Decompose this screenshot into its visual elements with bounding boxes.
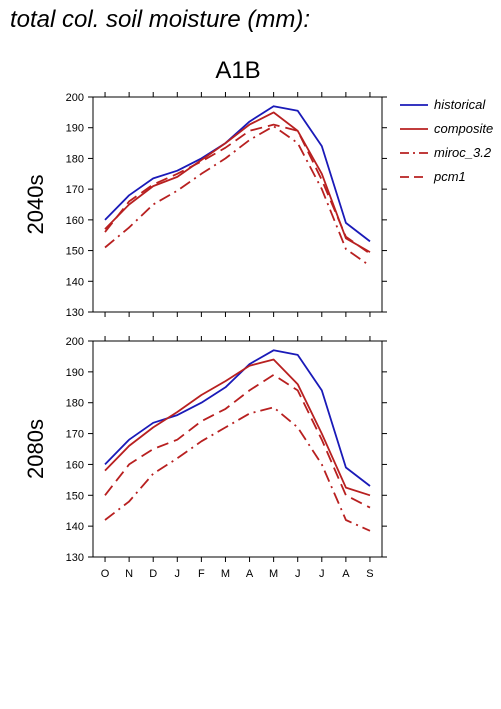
legend: historical composite miroc_3.2 pcm1 bbox=[400, 97, 493, 184]
y-tick-label: 130 bbox=[66, 307, 84, 319]
series-line-pcm1 bbox=[104, 373, 371, 509]
y-tick-label: 200 bbox=[66, 92, 84, 104]
series-line-pcm1 bbox=[104, 123, 371, 255]
y-tick-label: 170 bbox=[66, 429, 84, 441]
x-tick-label: A bbox=[246, 568, 254, 580]
x-tick-label: N bbox=[125, 568, 133, 580]
y-tick-label: 160 bbox=[66, 215, 84, 227]
plot-frame bbox=[92, 96, 383, 313]
legend-label: miroc_3.2 bbox=[434, 145, 492, 160]
scenario-title: A1B bbox=[215, 57, 261, 84]
y-tick-label: 140 bbox=[66, 521, 84, 533]
series-line-composite bbox=[104, 358, 371, 497]
panel-2040s: 130 140 150 160 170 180 190 200 2040s bbox=[23, 92, 387, 319]
y-tick-label: 150 bbox=[66, 246, 84, 258]
y-tick-label: 170 bbox=[66, 184, 84, 196]
x-tick-label: A bbox=[342, 568, 350, 580]
series-line-composite bbox=[104, 111, 371, 253]
y-tick-label: 160 bbox=[66, 459, 84, 471]
series-line-miroc-3-2 bbox=[104, 406, 371, 532]
x-tick-label: J bbox=[175, 568, 181, 580]
legend-label: historical bbox=[434, 97, 486, 112]
panel-label: 2040s bbox=[23, 175, 48, 235]
y-tick-label: 180 bbox=[66, 153, 84, 165]
series-line-miroc-3-2 bbox=[104, 125, 371, 267]
y-tick-label: 130 bbox=[66, 552, 84, 564]
x-tick-label: J bbox=[319, 568, 325, 580]
plot-frame bbox=[92, 340, 383, 558]
x-tick-label: F bbox=[198, 568, 205, 580]
x-tick-label: M bbox=[221, 568, 230, 580]
legend-label: composite bbox=[434, 121, 493, 136]
series-line-historical bbox=[104, 105, 371, 243]
x-tick-label: J bbox=[295, 568, 301, 580]
y-tick-label: 150 bbox=[66, 490, 84, 502]
y-tick-label: 140 bbox=[66, 276, 84, 288]
y-tick-label: 190 bbox=[66, 367, 84, 379]
page-title: total col. soil moisture (mm): bbox=[10, 6, 311, 33]
panel-2080s: 130 140 150 160 170 180 190 200 O N D J F M A M J J A S 2080… bbox=[23, 336, 387, 580]
y-tick-label: 190 bbox=[66, 123, 84, 135]
x-tick-label: S bbox=[366, 568, 373, 580]
y-tick-label: 200 bbox=[66, 336, 84, 348]
x-tick-label: O bbox=[101, 568, 110, 580]
panel-label: 2080s bbox=[23, 419, 48, 479]
series-line-historical bbox=[104, 349, 371, 487]
x-tick-label: M bbox=[269, 568, 278, 580]
legend-label: pcm1 bbox=[433, 169, 466, 184]
x-tick-label: D bbox=[149, 568, 157, 580]
y-tick-label: 180 bbox=[66, 398, 84, 410]
